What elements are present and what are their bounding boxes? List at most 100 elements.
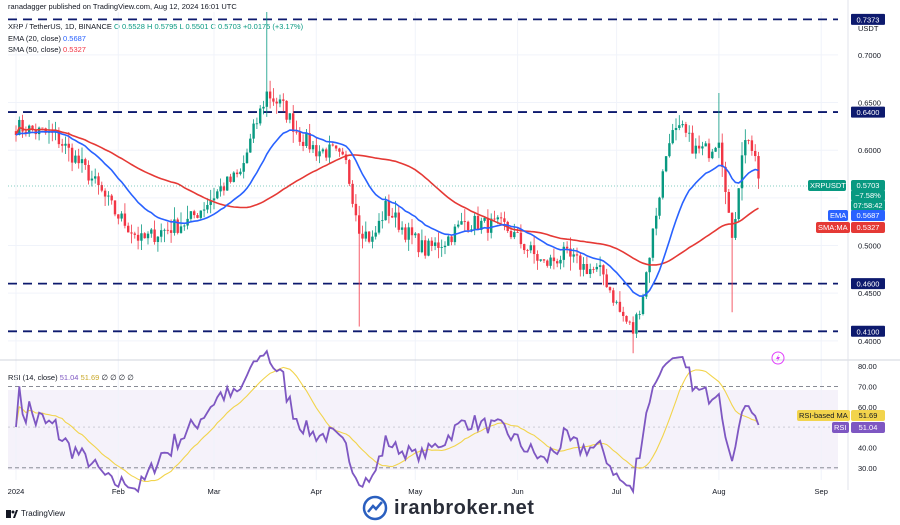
candle-body xyxy=(354,203,358,216)
candle-body xyxy=(61,144,64,146)
candle-body xyxy=(113,200,117,215)
tradingview-brand[interactable]: TradingView xyxy=(6,509,65,518)
candle-body xyxy=(179,226,183,233)
candle-body xyxy=(496,217,499,220)
candle-body xyxy=(612,290,615,303)
candle-body xyxy=(532,245,536,255)
candle-body xyxy=(463,221,466,223)
level-value: 0.6400 xyxy=(857,108,880,117)
candle-body xyxy=(364,231,367,239)
rsi-legend-extra: ∅ ∅ ∅ ∅ xyxy=(101,373,134,382)
candle-body xyxy=(664,156,668,172)
candle-body xyxy=(64,143,67,146)
xrp-symbol-tag: XRPUSDT xyxy=(808,180,846,191)
candle-body xyxy=(430,240,433,246)
candle-body xyxy=(519,232,523,245)
iranbroker-logo-icon xyxy=(362,495,388,521)
candle-body xyxy=(757,156,760,179)
rsi-ma-value-tag: 51.69 xyxy=(851,410,885,421)
candle-body xyxy=(625,315,628,322)
price-tick-label: 0.6000 xyxy=(858,146,881,155)
candle-body xyxy=(565,246,569,249)
level-value: 0.4100 xyxy=(857,327,880,336)
rsi-band xyxy=(8,390,838,470)
price-tick-label: 0.6500 xyxy=(858,99,881,108)
xrp-change-tag: −7.58% xyxy=(851,190,885,201)
candle-body xyxy=(90,178,94,181)
candle-body xyxy=(351,183,354,204)
candle-body xyxy=(74,155,77,163)
published-line: ranadagger published on TradingView.com,… xyxy=(8,2,237,11)
candle-body xyxy=(466,221,470,231)
rsi-ma-tag: RSI-based MA xyxy=(797,410,850,421)
candle-body xyxy=(747,140,750,141)
candle-body xyxy=(470,229,473,231)
candle-body xyxy=(483,217,486,221)
rsi-legend[interactable]: RSI (14, close) 51.04 51.69 ∅ ∅ ∅ ∅ xyxy=(8,373,134,382)
candle-body xyxy=(272,98,275,102)
candle-body xyxy=(222,186,226,191)
time-tick-label: May xyxy=(408,487,422,496)
candle-body xyxy=(334,145,338,149)
candle-body xyxy=(473,215,476,230)
price-tick-label: 0.4000 xyxy=(858,337,881,346)
candle-body xyxy=(391,215,394,218)
ema-20-line xyxy=(15,129,759,297)
candle-body xyxy=(526,250,529,251)
level-tag xyxy=(851,13,885,25)
rsi-tick-label: 40.00 xyxy=(858,443,877,452)
candle-body xyxy=(189,211,193,219)
candle-body xyxy=(602,265,605,275)
candle-body xyxy=(618,301,622,312)
tradingview-logo-icon xyxy=(6,509,18,518)
candle-body xyxy=(651,228,655,258)
candle-body xyxy=(668,143,671,157)
candle-body xyxy=(480,220,483,230)
symbol-title[interactable]: XRP / TetherUS, 1D, BINANCE xyxy=(8,22,112,31)
candle-body xyxy=(140,233,143,241)
candle-body xyxy=(536,254,539,261)
candle-body xyxy=(348,160,351,184)
horizontal-levels: 0.7373 0.6400 0.4600 0.4100 xyxy=(8,13,885,337)
candle-body xyxy=(77,155,80,164)
candle-body xyxy=(202,209,206,211)
candle-body xyxy=(546,260,549,266)
candle-body xyxy=(509,231,513,238)
candle-body xyxy=(684,124,688,133)
candle-body xyxy=(381,220,384,222)
candle-body xyxy=(199,210,202,218)
candle-body xyxy=(367,231,371,242)
candle-body xyxy=(252,123,255,139)
candle-body xyxy=(143,233,146,239)
candle-body xyxy=(678,125,681,128)
candle-body xyxy=(156,236,160,242)
time-tick-label: Sep xyxy=(815,487,828,496)
price-tick-label: 0.7000 xyxy=(858,51,881,60)
candle-body xyxy=(358,215,361,234)
candle-body xyxy=(730,212,734,238)
ema-legend-value: 0.5687 xyxy=(63,34,86,43)
candle-body xyxy=(499,217,503,219)
candle-body xyxy=(196,215,199,218)
candle-body xyxy=(559,259,562,264)
candle-body xyxy=(556,261,559,264)
candle-body xyxy=(173,219,176,233)
candle-body xyxy=(539,259,542,261)
candle-body xyxy=(245,152,249,164)
candle-body xyxy=(407,227,410,240)
sma-legend[interactable]: SMA (50, close) 0.5327 xyxy=(8,45,86,54)
candle-body xyxy=(523,244,526,251)
candle-body xyxy=(325,149,328,158)
rsi-ma-legend-value: 51.69 xyxy=(80,373,100,382)
candle-body xyxy=(133,233,136,235)
time-tick-label: Mar xyxy=(208,487,221,496)
currency-label[interactable]: USDT xyxy=(858,24,879,33)
candle-body xyxy=(397,212,400,230)
ema-legend[interactable]: EMA (20, close) 0.5687 xyxy=(8,34,86,43)
candle-body xyxy=(212,198,216,201)
candle-body xyxy=(275,101,278,104)
ema-value-tag: 0.5687 xyxy=(851,210,885,221)
watermark-text: iranbroker.net xyxy=(394,496,535,519)
